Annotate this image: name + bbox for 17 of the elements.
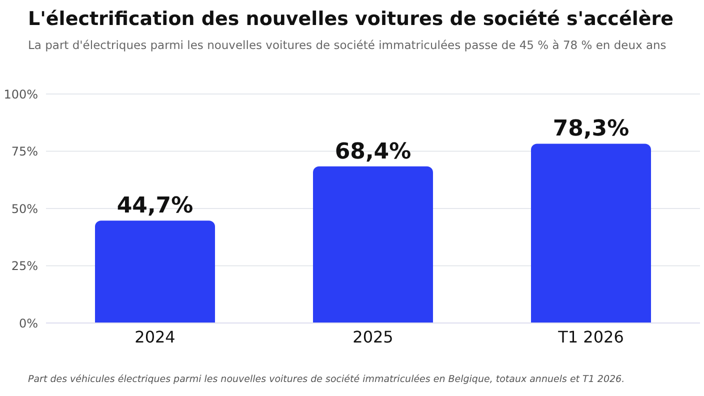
chart-title: L'électrification des nouvelles voitures de société s'accélère — [28, 8, 674, 30]
data-label: 68,4% — [334, 139, 412, 164]
x-tick-label: 2024 — [134, 327, 176, 346]
data-label: 44,7% — [116, 194, 194, 219]
chart-subtitle: La part d'électriques parmi les nouvelles voitures de société immatriculées passe de 45 % à 78 % en deux ans — [28, 38, 666, 52]
x-tick-label: 2025 — [352, 327, 394, 346]
bar — [531, 144, 651, 323]
y-tick-label: 75% — [11, 144, 38, 159]
y-tick-label: 100% — [4, 87, 38, 102]
y-tick-label: 0% — [18, 316, 38, 330]
y-tick-label: 50% — [11, 202, 38, 216]
x-tick-label: T1 2026 — [557, 327, 624, 346]
text: Part des véhicules électriques parmi les nouvelles voitures de société immatriculées en Belgique, totaux annuels et T1 2026. — [28, 374, 625, 385]
data-label: 78,3% — [552, 116, 630, 142]
y-tick-label: 25% — [11, 259, 38, 274]
bar — [95, 220, 215, 323]
bar — [313, 166, 433, 323]
